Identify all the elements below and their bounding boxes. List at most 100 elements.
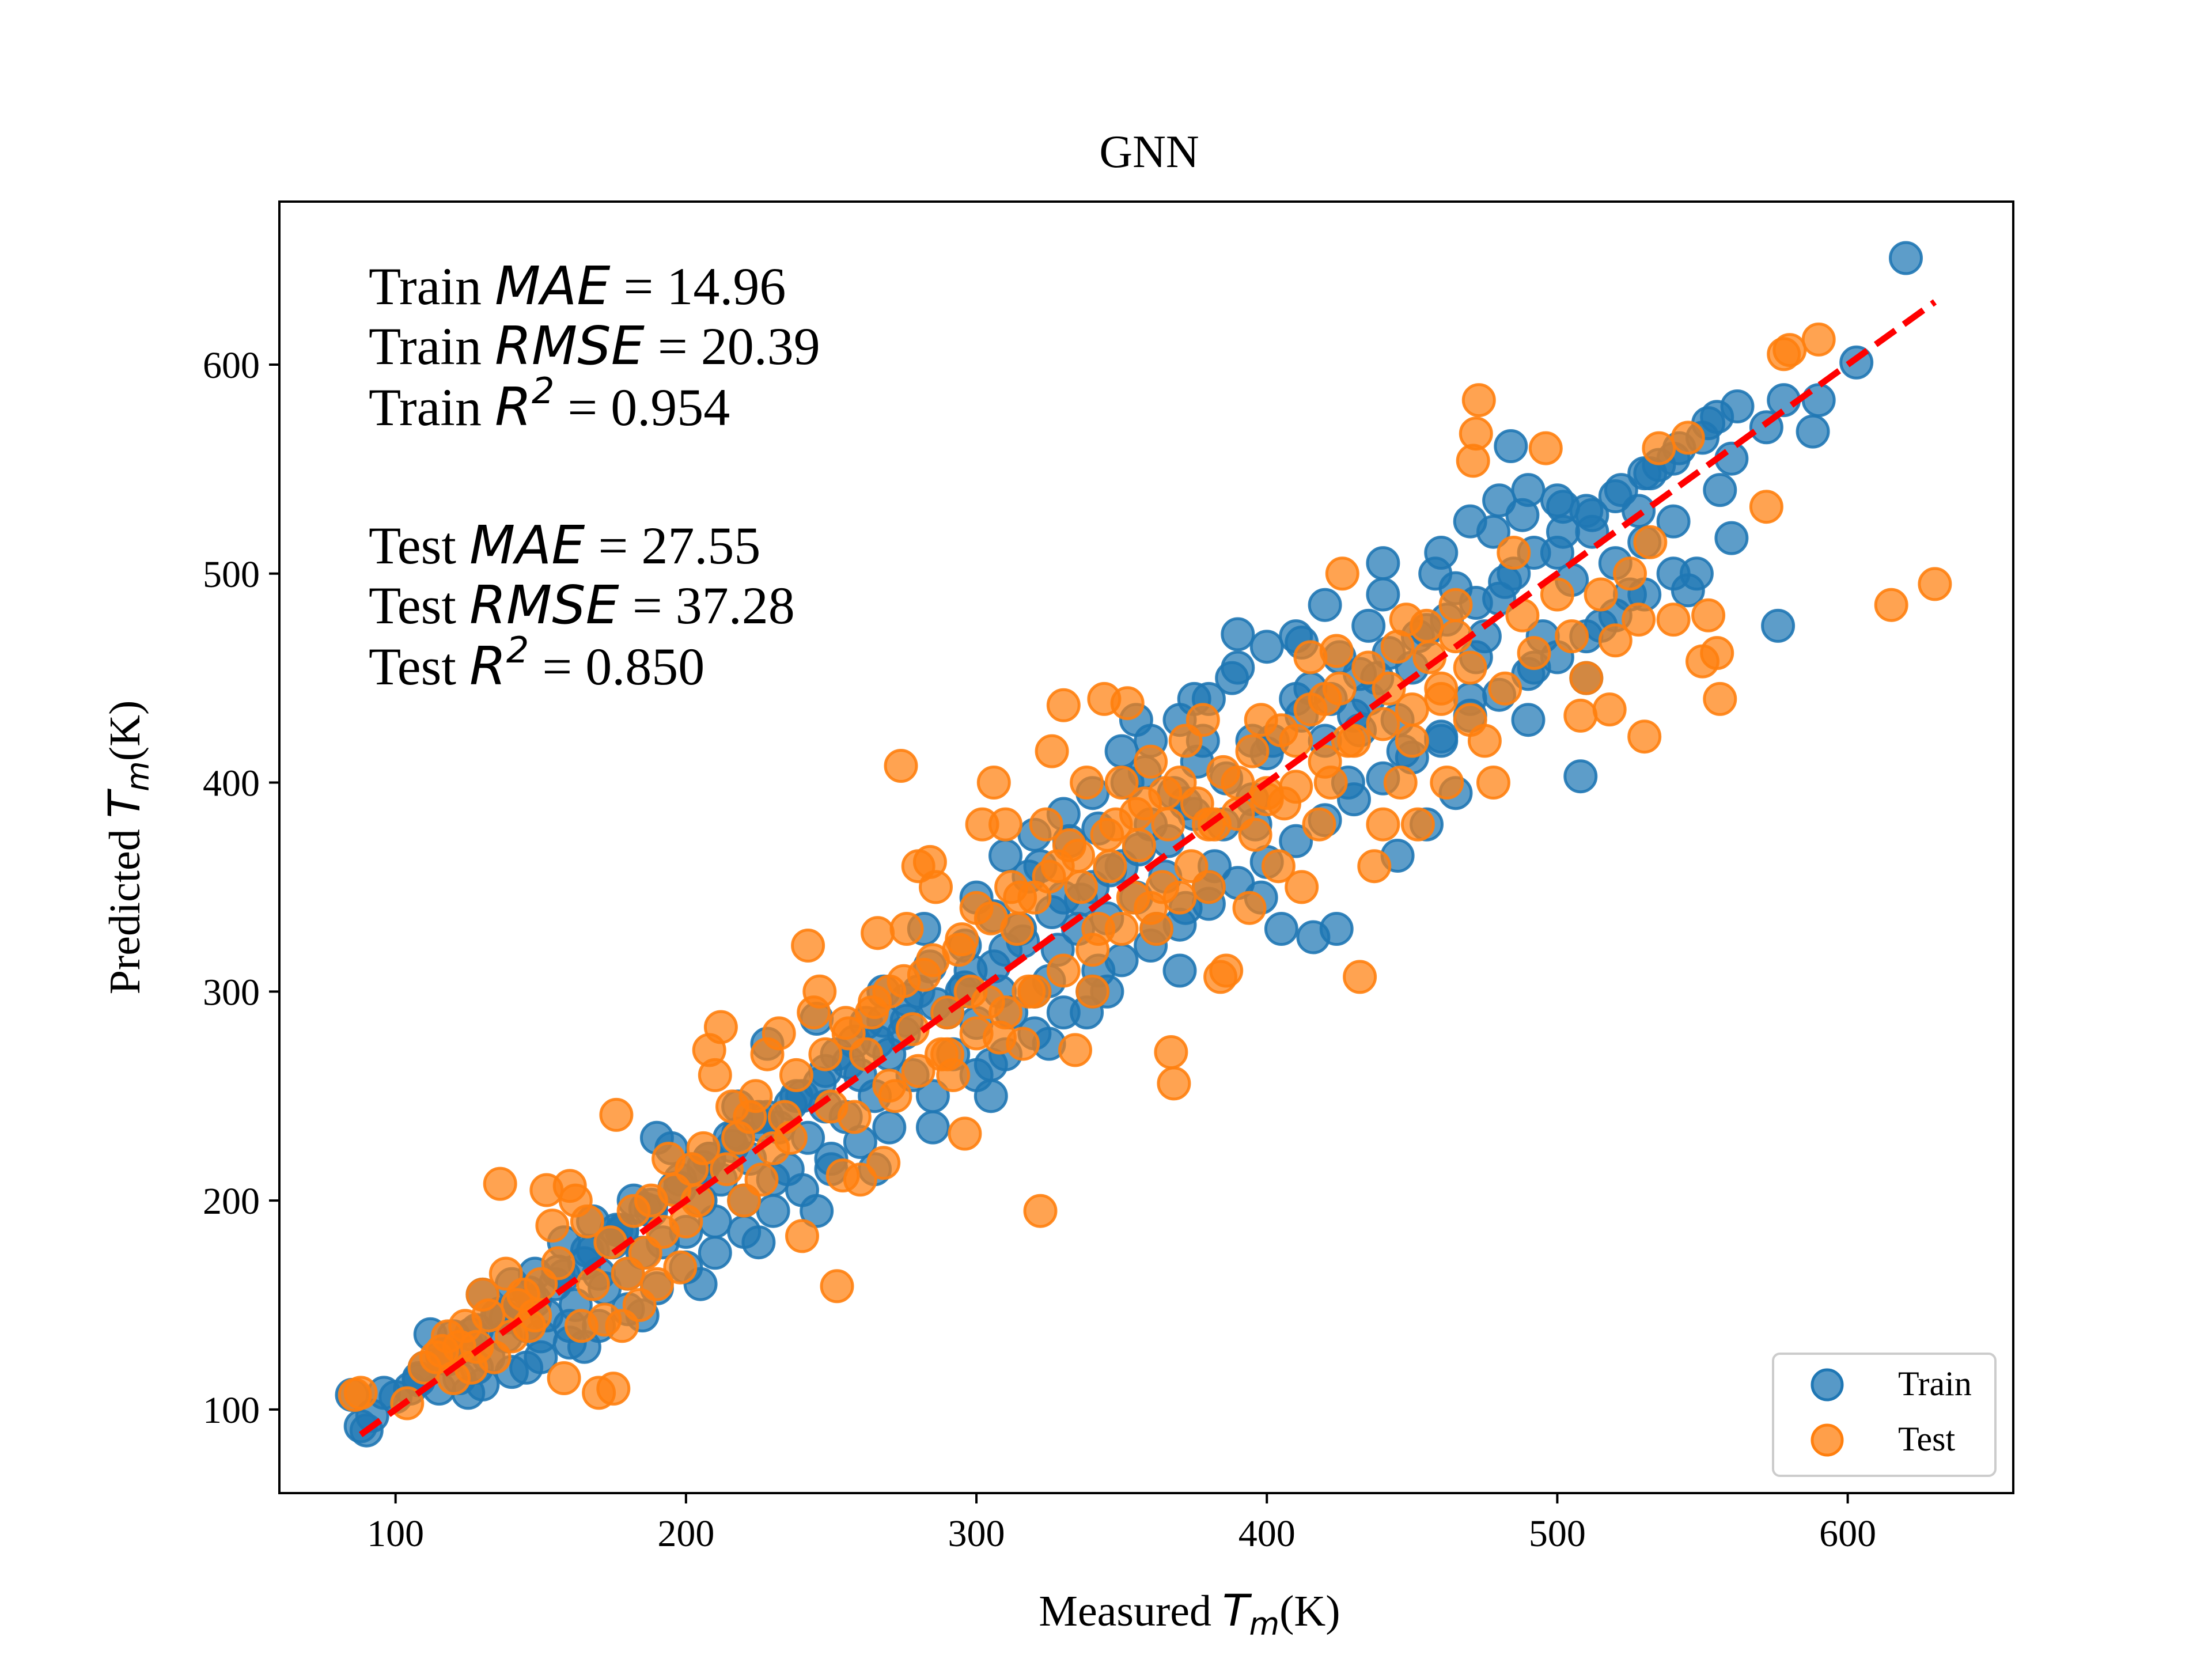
test-point-207 bbox=[1119, 797, 1153, 831]
x-tick-label-100: 100 bbox=[367, 1513, 424, 1555]
test-point-153 bbox=[692, 1033, 726, 1067]
test-point-34 bbox=[1453, 703, 1487, 737]
train-point-260 bbox=[1453, 504, 1487, 539]
train-point-259 bbox=[1424, 536, 1459, 570]
test-point-218 bbox=[1206, 755, 1241, 789]
test-point-147 bbox=[727, 1183, 762, 1218]
train-point-262 bbox=[1511, 473, 1546, 507]
chart-title: GNN bbox=[1099, 127, 1199, 177]
test-point-190 bbox=[483, 1166, 517, 1201]
test-point-6 bbox=[1703, 681, 1737, 716]
test-point-235 bbox=[930, 1037, 965, 1071]
train-point-322 bbox=[741, 1225, 776, 1260]
test-point-187 bbox=[500, 1288, 535, 1322]
test-point-206 bbox=[1148, 776, 1183, 810]
y-tick-label-500: 500 bbox=[203, 554, 260, 596]
train-point-3 bbox=[1796, 414, 1830, 449]
test-point-212 bbox=[974, 901, 1008, 935]
train-point-263 bbox=[1540, 483, 1574, 518]
test-point-226 bbox=[1438, 588, 1473, 622]
train-point-318 bbox=[974, 1079, 1008, 1113]
test-point-229 bbox=[1104, 912, 1139, 946]
test-point-27 bbox=[1497, 536, 1531, 570]
test-point-119 bbox=[889, 912, 924, 946]
test-point-39 bbox=[1400, 807, 1435, 842]
test-point-0 bbox=[1918, 567, 1952, 601]
test-point-23 bbox=[1540, 577, 1574, 612]
x-tick-label-400: 400 bbox=[1238, 1513, 1296, 1555]
test-point-43 bbox=[1372, 671, 1406, 706]
test-point-242 bbox=[1308, 744, 1342, 779]
test-point-216 bbox=[858, 985, 892, 1019]
test-point-213 bbox=[945, 922, 979, 957]
test-point-73 bbox=[1154, 1035, 1188, 1069]
train-point-271 bbox=[1046, 995, 1081, 1030]
test-point-231 bbox=[1046, 953, 1081, 988]
train-point-326 bbox=[509, 1350, 544, 1385]
train-point-23 bbox=[1563, 759, 1598, 794]
test-point-123 bbox=[866, 1146, 901, 1180]
test-point-13 bbox=[1633, 525, 1668, 559]
test-point-10 bbox=[1671, 421, 1705, 455]
train-point-281 bbox=[1337, 782, 1371, 817]
test-point-173 bbox=[582, 1376, 616, 1410]
test-point-230 bbox=[1075, 933, 1110, 967]
train-point-254 bbox=[1221, 650, 1255, 685]
x-tick-label-300: 300 bbox=[948, 1513, 1005, 1555]
train-point-279 bbox=[1279, 824, 1313, 858]
y-tick-label-200: 200 bbox=[203, 1180, 260, 1222]
train-point-61 bbox=[1221, 617, 1255, 652]
train-point-292 bbox=[756, 1194, 790, 1228]
train-point-319 bbox=[915, 1110, 950, 1145]
test-point-133 bbox=[808, 1037, 843, 1071]
test-point-202 bbox=[407, 1350, 442, 1385]
test-point-44 bbox=[1366, 807, 1400, 842]
test-point-227 bbox=[1162, 880, 1197, 915]
test-series bbox=[338, 322, 1952, 1421]
test-point-137 bbox=[785, 1219, 819, 1253]
test-point-228 bbox=[1134, 891, 1168, 925]
test-point-222 bbox=[1322, 671, 1357, 706]
test-point-215 bbox=[887, 964, 921, 998]
test-point-88 bbox=[1070, 766, 1104, 800]
legend: Train Test bbox=[1772, 1353, 1997, 1477]
test-point-33 bbox=[1456, 444, 1490, 478]
test-point-77 bbox=[1134, 744, 1168, 779]
y-tick-label-600: 600 bbox=[203, 344, 260, 387]
y-tick-label-300: 300 bbox=[203, 971, 260, 1013]
test-point-16 bbox=[1613, 556, 1647, 591]
test-point-84 bbox=[1093, 849, 1127, 884]
train-point-32 bbox=[1494, 429, 1528, 463]
test-point-245 bbox=[1395, 692, 1429, 727]
train-point-273 bbox=[1104, 943, 1139, 978]
test-point-241 bbox=[1279, 770, 1313, 804]
train-point-2 bbox=[1801, 383, 1836, 418]
test-point-48 bbox=[1325, 556, 1359, 591]
test-point-96 bbox=[1023, 1194, 1058, 1228]
test-point-181 bbox=[535, 1209, 570, 1243]
test-point-22 bbox=[1555, 619, 1589, 654]
test-point-17 bbox=[1598, 623, 1633, 658]
x-axis-label: Measured Tm(K) bbox=[1039, 1585, 1340, 1642]
test-point-94 bbox=[1035, 734, 1069, 768]
test-point-209 bbox=[1061, 839, 1095, 873]
test-point-130 bbox=[825, 1158, 860, 1193]
train-point-0 bbox=[1889, 241, 1923, 275]
metric-line-2: Train R2 = 0.954 bbox=[369, 370, 730, 438]
test-point-211 bbox=[1003, 880, 1037, 915]
test-point-95 bbox=[1029, 807, 1063, 842]
train-point-211 bbox=[1604, 473, 1638, 507]
test-point-174 bbox=[576, 1267, 610, 1301]
test-point-221 bbox=[1293, 692, 1328, 727]
test-point-8 bbox=[1691, 598, 1726, 632]
test-point-179 bbox=[547, 1361, 581, 1395]
metric-line-0: Train MAE = 14.96 bbox=[369, 255, 786, 317]
test-point-15 bbox=[1622, 603, 1656, 637]
test-point-104 bbox=[976, 766, 1011, 800]
test-point-143 bbox=[750, 1037, 785, 1071]
test-point-244 bbox=[1366, 707, 1400, 741]
train-point-29 bbox=[1511, 703, 1546, 737]
test-point-219 bbox=[1235, 734, 1270, 768]
